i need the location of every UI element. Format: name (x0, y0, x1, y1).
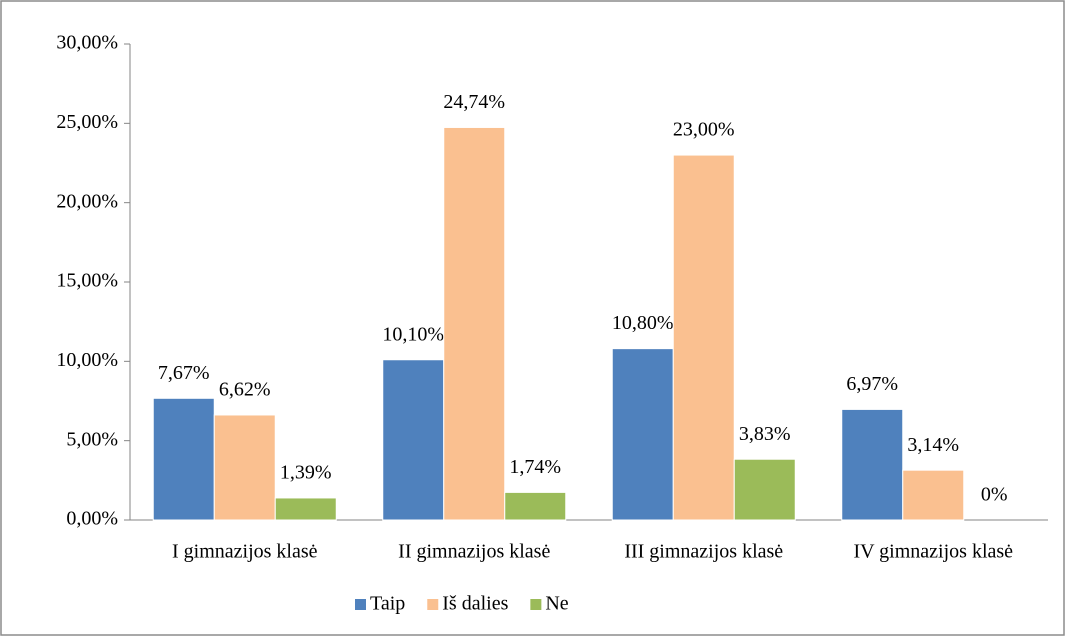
legend-label: Taip (370, 593, 405, 615)
y-tick-label: 0,00% (66, 508, 118, 530)
value-label: 6,62% (219, 379, 271, 401)
value-label: 10,10% (382, 323, 444, 345)
y-tick-label: 10,00% (56, 349, 118, 371)
bar (213, 414, 276, 521)
y-tick-label: 5,00% (66, 428, 118, 450)
value-label: 23,00% (673, 119, 735, 141)
y-tick-label: 25,00% (56, 111, 118, 133)
y-tick-label: 30,00% (56, 32, 118, 54)
value-label: 0% (981, 484, 1008, 506)
x-tick-label: II gimnazijos klasė (398, 541, 550, 563)
bar (672, 154, 735, 521)
legend-swatch (427, 599, 439, 610)
bar (504, 491, 567, 521)
value-label: 10,80% (612, 312, 674, 334)
legend-swatch (355, 599, 366, 610)
value-label: 6,97% (846, 373, 898, 395)
bar (443, 126, 506, 521)
x-tick-label: IV gimnazijos klasė (853, 541, 1013, 563)
value-label: 7,67% (158, 362, 210, 384)
y-tick-label: 15,00% (56, 270, 118, 292)
value-label: 3,14% (907, 434, 959, 456)
value-label: 3,83% (739, 423, 791, 445)
x-tick-label: I gimnazijos klasė (172, 541, 318, 563)
value-label: 1,74% (509, 456, 561, 478)
bar (733, 458, 796, 521)
bar (902, 469, 965, 521)
y-tick-label: 20,00% (56, 190, 118, 212)
bar (611, 348, 674, 521)
value-label: 1,39% (280, 462, 332, 484)
bar (152, 397, 215, 521)
legend-label: Ne (545, 593, 568, 615)
legend-label: Iš dalies (442, 593, 508, 615)
bar (274, 497, 337, 521)
bar (382, 359, 445, 521)
legend-swatch (530, 599, 542, 610)
bar (841, 408, 904, 521)
value-label: 24,74% (443, 91, 505, 113)
x-tick-label: III gimnazijos klasė (624, 541, 783, 563)
